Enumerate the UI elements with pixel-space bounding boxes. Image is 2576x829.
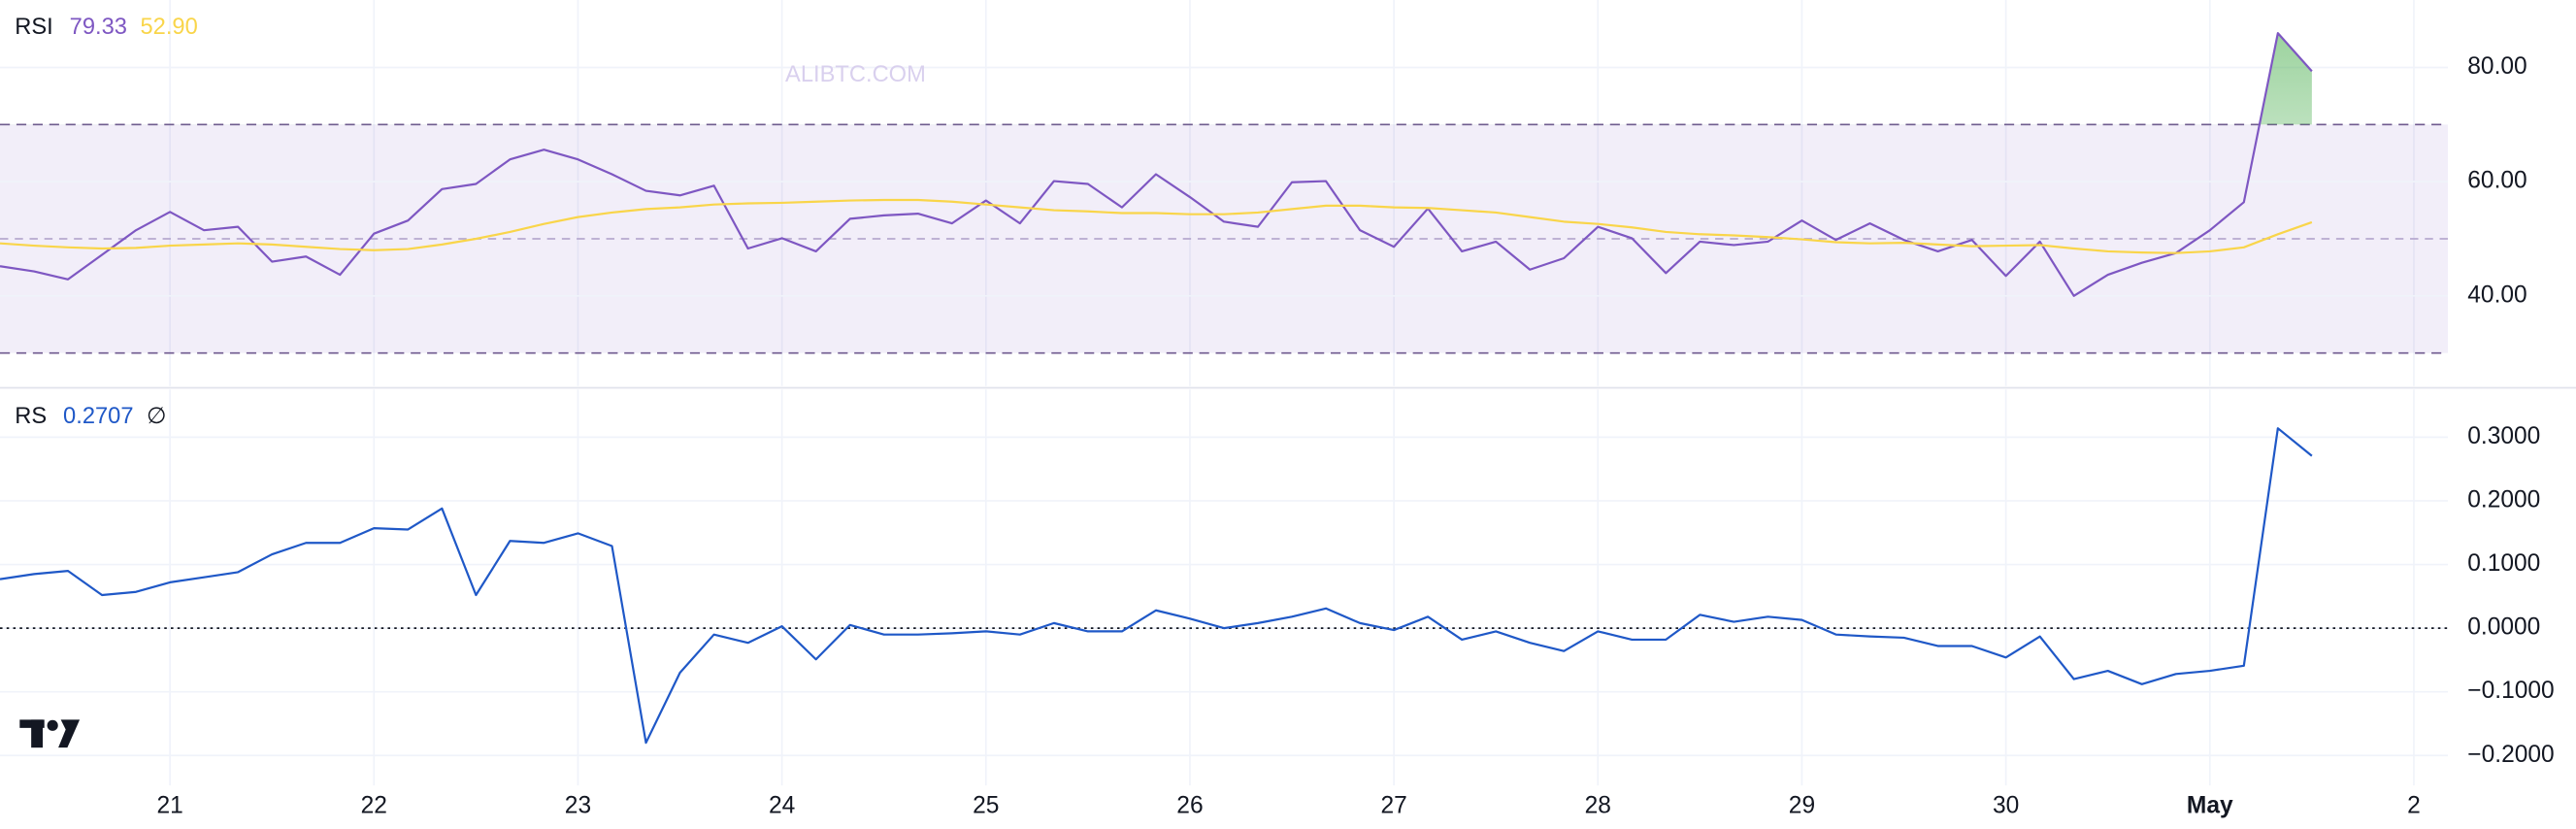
- x-tick-label: 26: [1176, 793, 1203, 819]
- legend-value: 52.90: [140, 15, 197, 40]
- background-layer: [0, 0, 2448, 786]
- x-tick-label: 24: [769, 793, 795, 819]
- x-tick-label: 28: [1585, 793, 1611, 819]
- y-tick-label: −0.1000: [2467, 678, 2554, 704]
- x-tick-label: 22: [361, 793, 387, 819]
- tradingview-logo: [19, 719, 81, 748]
- series-line: [0, 32, 2313, 297]
- foreground-layer: 40.00 60.00 80.00 RSI 79.33 52.90 ALIBTC.COM −0…: [0, 15, 2555, 819]
- logo-part: [47, 719, 58, 731]
- series-line: [0, 427, 2313, 745]
- y-tick-label: 0.1000: [2467, 550, 2540, 577]
- panel-title: RSI: [15, 15, 53, 40]
- x-tick-label: 23: [565, 793, 591, 819]
- band-fill: [0, 124, 2448, 353]
- y-tick-label: −0.2000: [2467, 742, 2554, 768]
- logo-part: [58, 719, 81, 748]
- logo-part: [31, 719, 44, 748]
- y-tick-label: 40.00: [2467, 282, 2526, 308]
- x-tick-label: 30: [1993, 793, 2019, 819]
- x-tick-label: 29: [1789, 793, 1815, 819]
- x-tick-label: 27: [1380, 793, 1406, 819]
- panel-title: RS: [15, 404, 47, 429]
- y-tick-label: 60.00: [2467, 168, 2526, 194]
- watermark: ALIBTC.COM: [785, 62, 926, 87]
- legend-icon: ∅: [147, 404, 167, 429]
- y-tick-label: 80.00: [2467, 53, 2526, 80]
- x-tick-label: May: [2187, 793, 2233, 819]
- y-tick-label: 0.2000: [2467, 486, 2540, 513]
- legend-value: 79.33: [70, 15, 127, 40]
- y-tick-label: 0.3000: [2467, 423, 2540, 449]
- x-tick-label: 21: [156, 793, 182, 819]
- x-tick-label: 25: [973, 793, 999, 819]
- x-tick-label: 2: [2407, 793, 2421, 819]
- y-tick-label: 0.0000: [2467, 614, 2540, 641]
- series-line: [0, 198, 2313, 254]
- legend-value: 0.2707: [63, 404, 133, 429]
